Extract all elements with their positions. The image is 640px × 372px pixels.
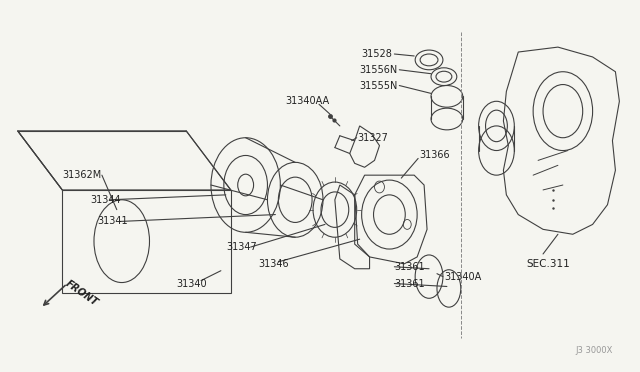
Text: 31362M: 31362M [62,170,102,180]
Text: 31340A: 31340A [444,272,481,282]
Text: 31555N: 31555N [360,80,398,90]
Text: FRONT: FRONT [63,279,100,308]
Text: 31528: 31528 [362,49,392,59]
Text: J3 3000X: J3 3000X [575,346,612,355]
Text: 31347: 31347 [226,242,257,252]
Text: 31341: 31341 [97,217,127,227]
Text: 31340AA: 31340AA [285,96,330,106]
Text: 31340: 31340 [176,279,207,289]
Text: 31366: 31366 [419,150,450,160]
Text: 31556N: 31556N [360,65,398,75]
Text: 31361: 31361 [394,262,425,272]
Text: 31327: 31327 [358,133,388,143]
Text: 31344: 31344 [90,195,120,205]
Text: SEC.311: SEC.311 [526,259,570,269]
Text: 31346: 31346 [259,259,289,269]
Text: 31361: 31361 [394,279,425,289]
